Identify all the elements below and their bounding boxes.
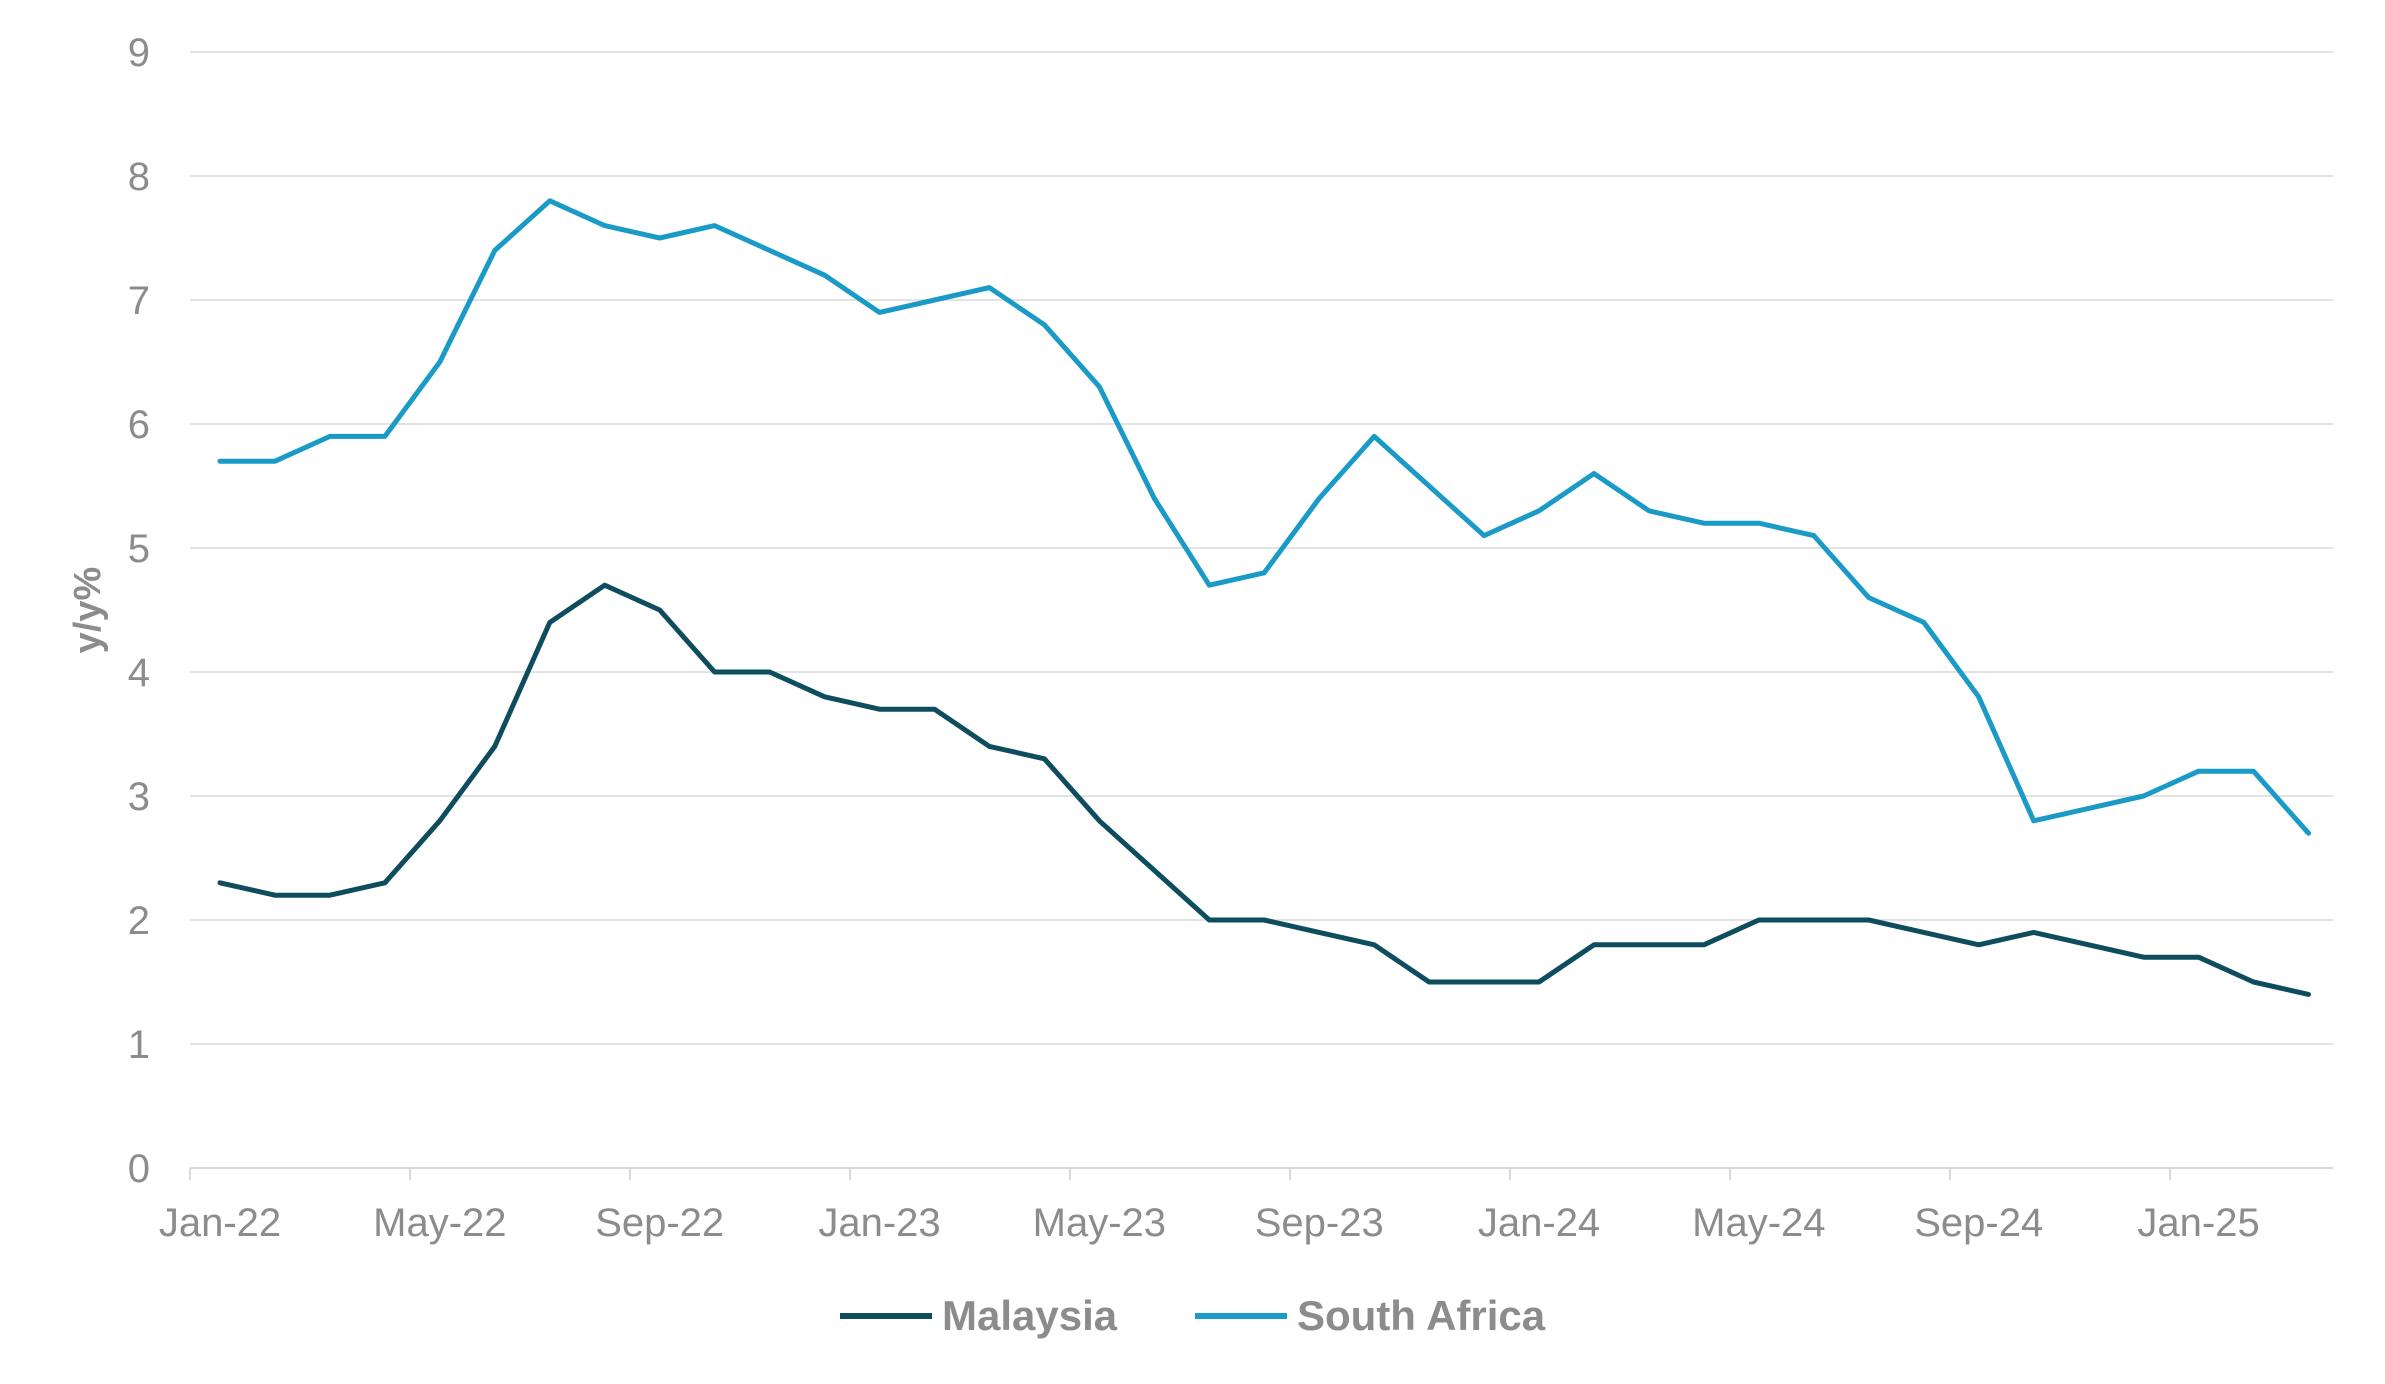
x-tick-label: Jan-24 [1478, 1201, 1600, 1245]
y-tick-label: 9 [128, 31, 150, 75]
y-tick-label: 8 [128, 155, 150, 199]
x-tick-label: Jan-25 [2137, 1201, 2259, 1245]
y-tick-label: 6 [128, 403, 150, 447]
x-tick-label: Jan-23 [818, 1201, 940, 1245]
x-axis: Jan-22 May-22 Sep-22 Jan-23 May-23 Sep-23 Jan-… [159, 1167, 2333, 1245]
gridlines [190, 51, 2333, 1045]
legend: Malaysia South Africa [840, 1292, 1546, 1339]
y-axis-title: y/y% [67, 567, 109, 654]
y-axis: 0 1 2 3 4 5 6 7 8 9 [128, 31, 150, 1191]
legend-label-south-africa: South Africa [1297, 1292, 1546, 1339]
x-tick-label: Jan-22 [159, 1201, 281, 1245]
legend-label-malaysia: Malaysia [942, 1292, 1118, 1339]
y-tick-label: 2 [128, 899, 150, 943]
x-tick-label: May-22 [373, 1201, 506, 1245]
y-tick-label: 5 [128, 527, 150, 571]
series [217, 198, 2311, 997]
x-tick-label: May-24 [1692, 1201, 1825, 1245]
y-tick-label: 0 [128, 1147, 150, 1191]
y-tick-label: 1 [128, 1023, 150, 1067]
x-tick-label: Sep-22 [595, 1201, 724, 1245]
x-tick-label: May-23 [1033, 1201, 1166, 1245]
y-tick-label: 4 [128, 651, 150, 695]
series-line-south-africa [217, 198, 2311, 836]
x-tick-label: Sep-24 [1914, 1201, 2043, 1245]
x-tick-label: Sep-23 [1255, 1201, 1384, 1245]
series-line-malaysia [217, 582, 2311, 997]
y-tick-label: 7 [128, 279, 150, 323]
y-tick-label: 3 [128, 775, 150, 819]
